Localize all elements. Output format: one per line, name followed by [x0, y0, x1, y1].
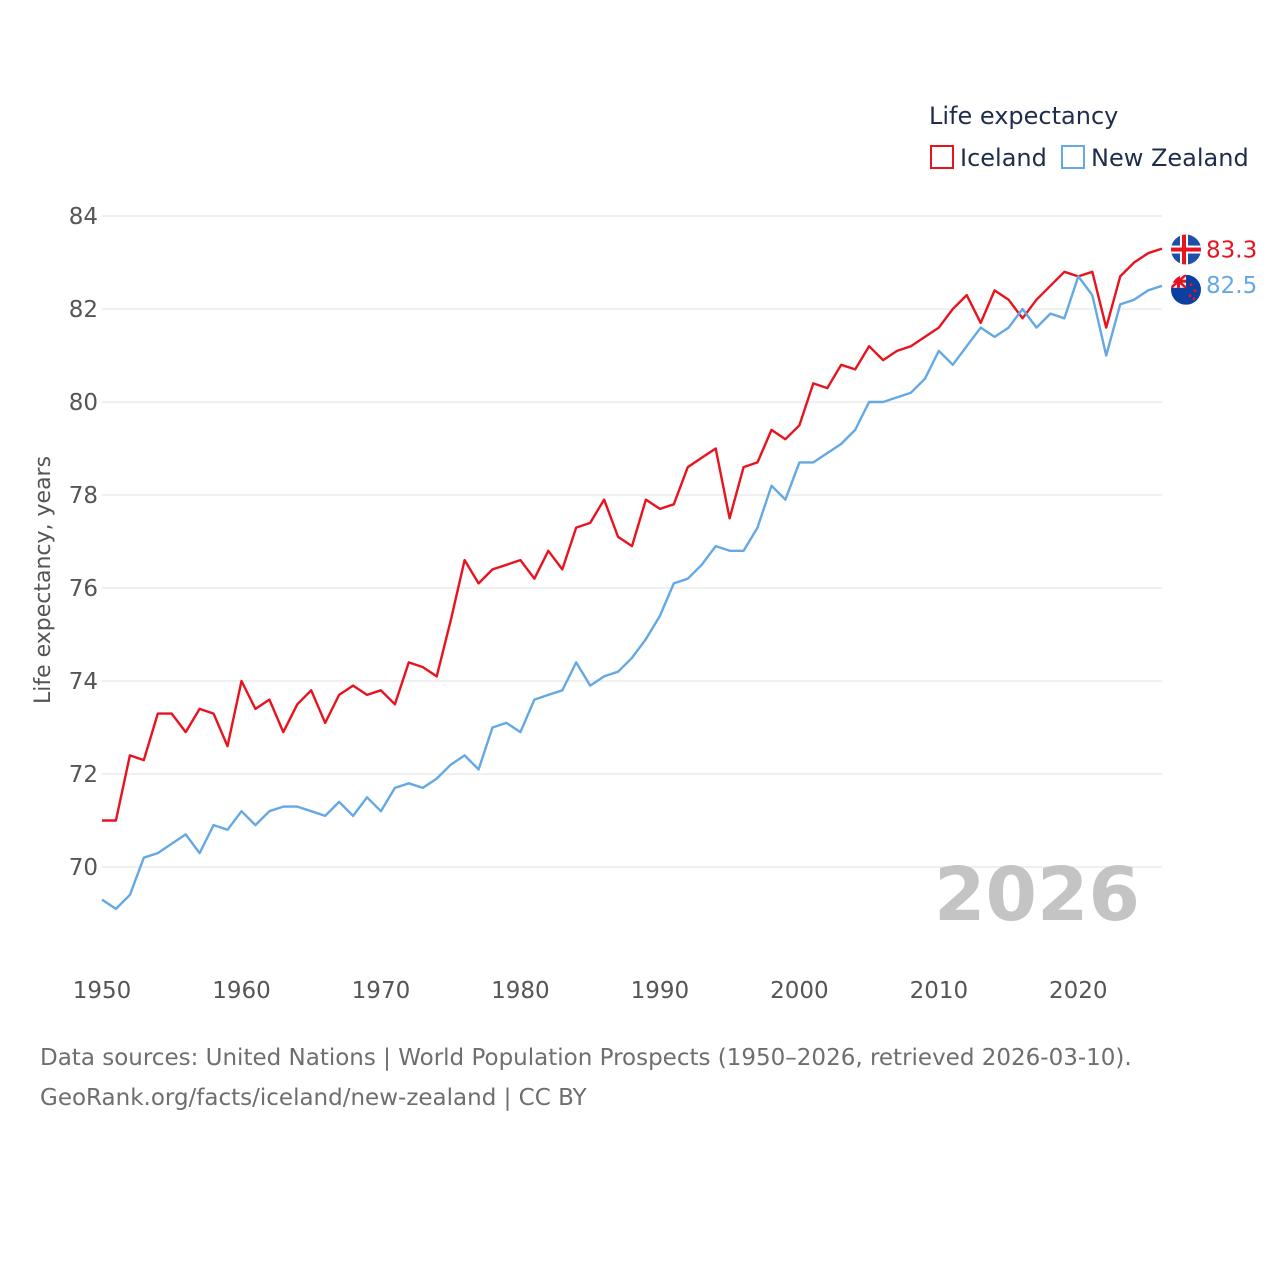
- end-markers: 83.3 82.5: [1171, 234, 1257, 305]
- y-tick-label: 80: [69, 390, 98, 416]
- y-tick-label: 70: [69, 855, 98, 881]
- series-line-new-zealand[interactable]: [101, 275, 1163, 911]
- end-value-new-zealand: 82.5: [1206, 273, 1257, 299]
- x-tick-label: 1990: [631, 978, 690, 1004]
- end-value-iceland: 83.3: [1206, 238, 1257, 264]
- legend-label-new-zealand[interactable]: New Zealand: [1091, 144, 1249, 172]
- x-tick-label: 2000: [770, 978, 829, 1004]
- x-tick-label: 1960: [212, 978, 271, 1004]
- new-zealand-flag-icon: [1171, 274, 1201, 305]
- y-tick-label: 82: [69, 297, 98, 323]
- legend-swatch-iceland[interactable]: [930, 145, 954, 169]
- grid: [102, 215, 1162, 868]
- y-tick-label: 72: [69, 762, 98, 788]
- x-axis: 1950 1960 1970 1980 1990 2000 2010 2020: [73, 978, 1108, 1004]
- iceland-flag-icon: [1171, 234, 1201, 265]
- x-tick-label: 1970: [352, 978, 411, 1004]
- legend-label-iceland[interactable]: Iceland: [960, 144, 1047, 172]
- x-tick-label: 1950: [73, 978, 132, 1004]
- legend-title: Life expectancy: [929, 102, 1118, 130]
- x-tick-label: 2010: [910, 978, 969, 1004]
- y-tick-label: 76: [69, 576, 98, 602]
- legend: Life expectancy Iceland New Zealand: [929, 102, 1249, 172]
- footer-sources: Data sources: United Nations | World Pop…: [40, 1045, 1132, 1071]
- footer-credit[interactable]: GeoRank.org/facts/iceland/new-zealand | …: [40, 1085, 587, 1111]
- y-axis-title: Life expectancy, years: [31, 456, 56, 704]
- x-tick-label: 1980: [491, 978, 550, 1004]
- year-watermark: 2026: [934, 852, 1140, 938]
- y-tick-label: 84: [69, 204, 98, 230]
- series-lines: [101, 247, 1163, 911]
- y-tick-label: 74: [69, 669, 98, 695]
- series-line-iceland[interactable]: [102, 247, 1163, 822]
- x-tick-label: 2020: [1049, 978, 1108, 1004]
- y-tick-label: 78: [69, 483, 98, 509]
- y-axis: 70 72 74 76 78 80 82 84: [69, 204, 98, 881]
- legend-swatch-new-zealand[interactable]: [1061, 145, 1085, 169]
